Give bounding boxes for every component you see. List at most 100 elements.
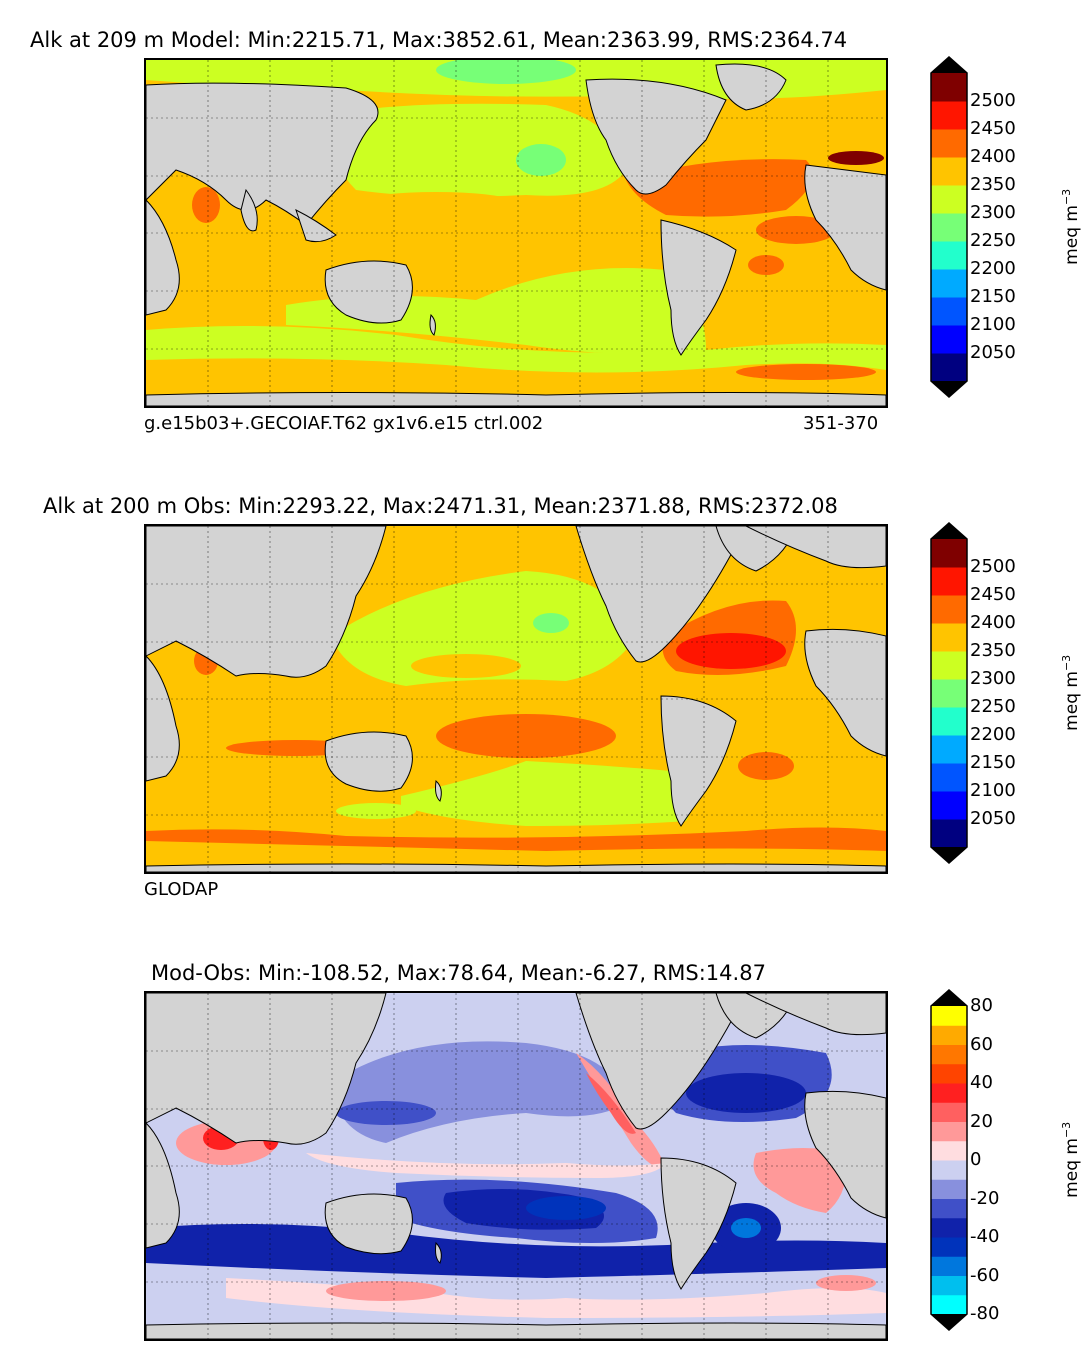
panel1-map-svg — [146, 60, 886, 406]
colorbar-bin — [931, 1179, 967, 1199]
graticule — [146, 993, 886, 1339]
colorbar-bin — [931, 819, 967, 848]
colorbar-tick-label: 2100 — [970, 780, 1016, 801]
graticule — [146, 60, 886, 406]
colorbar-label-exponent: −3 — [1060, 188, 1074, 206]
colorbar-bin — [931, 791, 967, 820]
colorbar-bin — [931, 101, 967, 130]
colorbar-bin — [931, 623, 967, 652]
colorbar-tick-label: -40 — [970, 1226, 1000, 1247]
colorbar-bin — [931, 595, 967, 624]
colorbar-tick-label: 2250 — [970, 696, 1016, 717]
south-america — [660, 219, 737, 356]
colorbar-tick-label: -20 — [970, 1187, 1000, 1209]
colorbar-axis-label: meq m−3 — [1060, 1115, 1082, 1205]
land — [146, 993, 886, 1339]
colorbar-tick-label: 20 — [970, 1110, 993, 1132]
trop-atl — [756, 216, 836, 244]
satl-pos — [753, 1148, 847, 1213]
africa — [146, 1122, 180, 1249]
colorbar-bin — [931, 679, 967, 708]
spac-zone — [286, 268, 706, 354]
new-zealand — [435, 780, 442, 802]
colorbar-extend-min — [931, 1314, 967, 1330]
colorbar-tick-label: 2300 — [970, 668, 1016, 689]
colorbar-bin — [931, 269, 967, 298]
colorbar-bin — [931, 241, 967, 270]
satl-deep — [731, 1218, 761, 1238]
colorbar-tick-label: 2200 — [970, 258, 1016, 279]
colorbar-extend-max — [931, 57, 967, 73]
colorbar-tick-label: 2400 — [970, 612, 1016, 633]
colorbar-bin — [931, 297, 967, 326]
colorbar-extend-max — [931, 523, 967, 539]
south-america — [660, 1157, 737, 1290]
colorbar-bin — [931, 735, 967, 764]
colorbar-tick-label: 2500 — [970, 90, 1016, 111]
north-america — [585, 78, 727, 195]
med-max — [828, 151, 884, 165]
natl-deep — [686, 1073, 806, 1113]
africa-east — [804, 1090, 886, 1219]
panel3-map-svg — [146, 993, 886, 1339]
colorbar-tick-label: 2350 — [970, 640, 1016, 661]
colorbar-label-exponent: −3 — [1060, 1121, 1074, 1139]
npac-patch — [516, 144, 566, 176]
land — [146, 526, 886, 872]
colorbar-bin — [931, 213, 967, 242]
southern-pos — [226, 1278, 886, 1318]
colorbar-tick-label: 2150 — [970, 752, 1016, 773]
colorbar-bin — [931, 651, 967, 680]
colorbar-bin — [931, 539, 967, 568]
colorbar-extend-min — [931, 381, 967, 397]
south-america — [660, 695, 737, 827]
southern-core — [736, 364, 876, 380]
spac-tongue — [336, 803, 416, 819]
new-zealand — [435, 1241, 442, 1264]
colorbar-tick-label: 2300 — [970, 202, 1016, 223]
colorbar-tick-label: -60 — [970, 1264, 1000, 1286]
colorbar-extend-min — [931, 847, 967, 863]
land — [146, 63, 886, 406]
colorbar-bin — [931, 157, 967, 186]
npac-core — [411, 654, 521, 678]
north-america — [575, 526, 747, 663]
colorbar-label-unit: meq m — [1061, 205, 1082, 265]
panel2-map — [144, 524, 888, 874]
colorbar-bin — [931, 763, 967, 792]
arctic-land — [745, 526, 886, 569]
australia — [324, 1193, 413, 1255]
colorbar-label-exponent: −3 — [1060, 654, 1074, 672]
australia — [324, 731, 413, 792]
npac-deep — [336, 1101, 436, 1125]
colorbar-bin — [931, 1044, 967, 1065]
arctic-patch — [436, 60, 576, 84]
colorbar-tick-label: 2050 — [970, 808, 1016, 829]
colorbar-tick-label: 2050 — [970, 342, 1016, 363]
panel1-caption-left: g.e15b03+.GECOIAF.T62 gx1v6.e15 ctrl.002 — [144, 413, 544, 434]
australia — [324, 260, 413, 324]
colorbar-tick-label: 2400 — [970, 146, 1016, 167]
colorbar-bin — [931, 1140, 967, 1161]
colorbar-bin — [931, 325, 967, 354]
colorbar-tick-label: 60 — [970, 1033, 993, 1055]
africa-east — [804, 628, 886, 757]
panel1-title: Alk at 209 m Model: Min:2215.71, Max:385… — [30, 28, 848, 52]
colorbar-svg — [930, 522, 968, 864]
colorbar-bin — [931, 707, 967, 736]
colorbar-tick-label: 2200 — [970, 724, 1016, 745]
spac-zone — [401, 761, 694, 826]
panel2-title: Alk at 200 m Obs: Min:2293.22, Max:2471.… — [43, 494, 838, 518]
npac-core — [366, 192, 506, 208]
greenland — [715, 63, 787, 111]
colorbar-bin — [931, 185, 967, 214]
colorbar-bin — [931, 1083, 967, 1103]
arctic-land — [745, 993, 886, 1036]
colorbar-bin — [931, 567, 967, 596]
colorbar-svg — [930, 989, 968, 1331]
colorbar-bin — [931, 1006, 967, 1026]
colorbar-frame — [930, 989, 968, 1331]
southern-max-2 — [816, 1275, 876, 1291]
panel3-title: Mod-Obs: Min:-108.52, Max:78.64, Mean:-6… — [151, 961, 766, 985]
colorbar-bin — [931, 1063, 967, 1084]
